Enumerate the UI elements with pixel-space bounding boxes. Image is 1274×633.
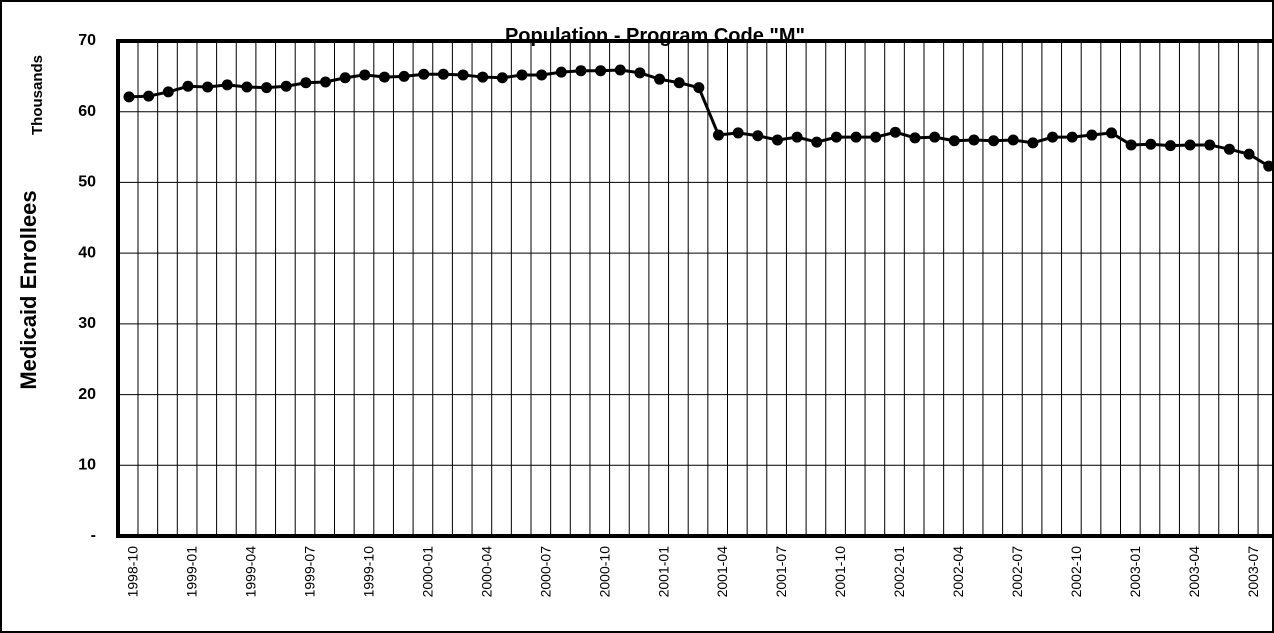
- point: [988, 135, 1000, 147]
- y-tick-label: 60: [78, 103, 96, 120]
- y-unit-label: Thousands: [29, 55, 46, 135]
- point: [496, 72, 508, 84]
- point: [300, 77, 312, 89]
- x-tick-label: 1999-10: [361, 546, 377, 598]
- point: [221, 79, 233, 91]
- point: [968, 134, 980, 146]
- chart-title: Population - Program Code "M": [505, 25, 805, 47]
- point: [850, 131, 862, 143]
- point: [1125, 139, 1137, 151]
- x-tick-label: 2003-01: [1127, 546, 1143, 598]
- point: [182, 80, 194, 92]
- point: [948, 135, 960, 147]
- point: [909, 132, 921, 144]
- x-tick-label: 2001-04: [714, 546, 730, 598]
- y-tick-label: 70: [78, 32, 96, 49]
- point: [752, 130, 764, 142]
- point: [1145, 138, 1157, 150]
- point: [162, 86, 174, 98]
- x-tick-label: 2000-07: [537, 546, 553, 598]
- point: [595, 65, 607, 77]
- point: [791, 131, 803, 143]
- point: [261, 82, 273, 94]
- point: [811, 136, 823, 148]
- point: [280, 80, 292, 92]
- point: [437, 68, 449, 80]
- x-tick-label: 2002-07: [1009, 546, 1025, 598]
- point: [929, 131, 941, 143]
- x-tick-label: 1998-10: [125, 546, 141, 598]
- x-tick-label: 1999-01: [184, 546, 200, 598]
- point: [673, 77, 685, 89]
- point: [457, 69, 469, 81]
- point: [339, 72, 351, 84]
- point: [889, 126, 901, 138]
- point: [477, 71, 489, 83]
- point: [1066, 131, 1078, 143]
- y-tick-label: -: [91, 527, 96, 544]
- point: [143, 90, 155, 102]
- point: [1047, 131, 1059, 143]
- y-axis-label: Medicaid Enrollees: [16, 190, 41, 389]
- point: [536, 69, 548, 81]
- point: [1027, 137, 1039, 149]
- point: [1263, 160, 1274, 172]
- point: [771, 134, 783, 146]
- point: [713, 129, 724, 141]
- point: [693, 82, 705, 94]
- point: [1184, 139, 1196, 151]
- point: [398, 70, 410, 82]
- y-tick-label: 20: [78, 386, 96, 403]
- x-tick-label: 2000-04: [478, 546, 494, 598]
- point: [1223, 143, 1235, 155]
- point: [1243, 148, 1255, 160]
- x-tick-label: 2003-04: [1186, 546, 1202, 598]
- x-tick-label: 2003-07: [1245, 546, 1261, 598]
- point: [614, 64, 626, 76]
- x-tick-label: 1999-07: [302, 546, 318, 598]
- plot-border: [116, 39, 1274, 538]
- point: [359, 69, 371, 81]
- point: [320, 76, 331, 88]
- y-tick-label: 40: [78, 244, 96, 261]
- point: [654, 73, 666, 85]
- x-tick-label: 1999-04: [243, 546, 259, 598]
- x-tick-label: 2002-10: [1068, 546, 1084, 598]
- x-tick-label: 2001-01: [655, 546, 671, 598]
- point: [516, 69, 528, 81]
- point: [123, 91, 135, 103]
- point: [241, 81, 253, 93]
- x-tick-label: 2002-01: [891, 546, 907, 598]
- x-tick-label: 2000-10: [596, 546, 612, 598]
- point: [1086, 129, 1098, 141]
- point: [870, 131, 882, 143]
- point: [555, 66, 567, 78]
- y-tick-label: 10: [78, 457, 96, 474]
- point: [202, 81, 214, 93]
- point: [1007, 134, 1019, 146]
- point: [1204, 139, 1216, 151]
- x-tick-label: 2000-01: [419, 546, 435, 598]
- point: [575, 65, 587, 77]
- point: [830, 131, 842, 143]
- x-tick-label: 2002-04: [950, 546, 966, 598]
- point: [1106, 127, 1117, 139]
- x-tick-label: 2001-07: [773, 546, 789, 598]
- x-tick-label: 2001-10: [832, 546, 848, 598]
- point: [634, 67, 646, 79]
- point: [418, 68, 430, 80]
- point: [732, 127, 744, 139]
- point: [378, 71, 390, 83]
- y-tick-label: 50: [78, 174, 96, 191]
- y-tick-label: 30: [78, 315, 96, 332]
- point: [1164, 140, 1176, 152]
